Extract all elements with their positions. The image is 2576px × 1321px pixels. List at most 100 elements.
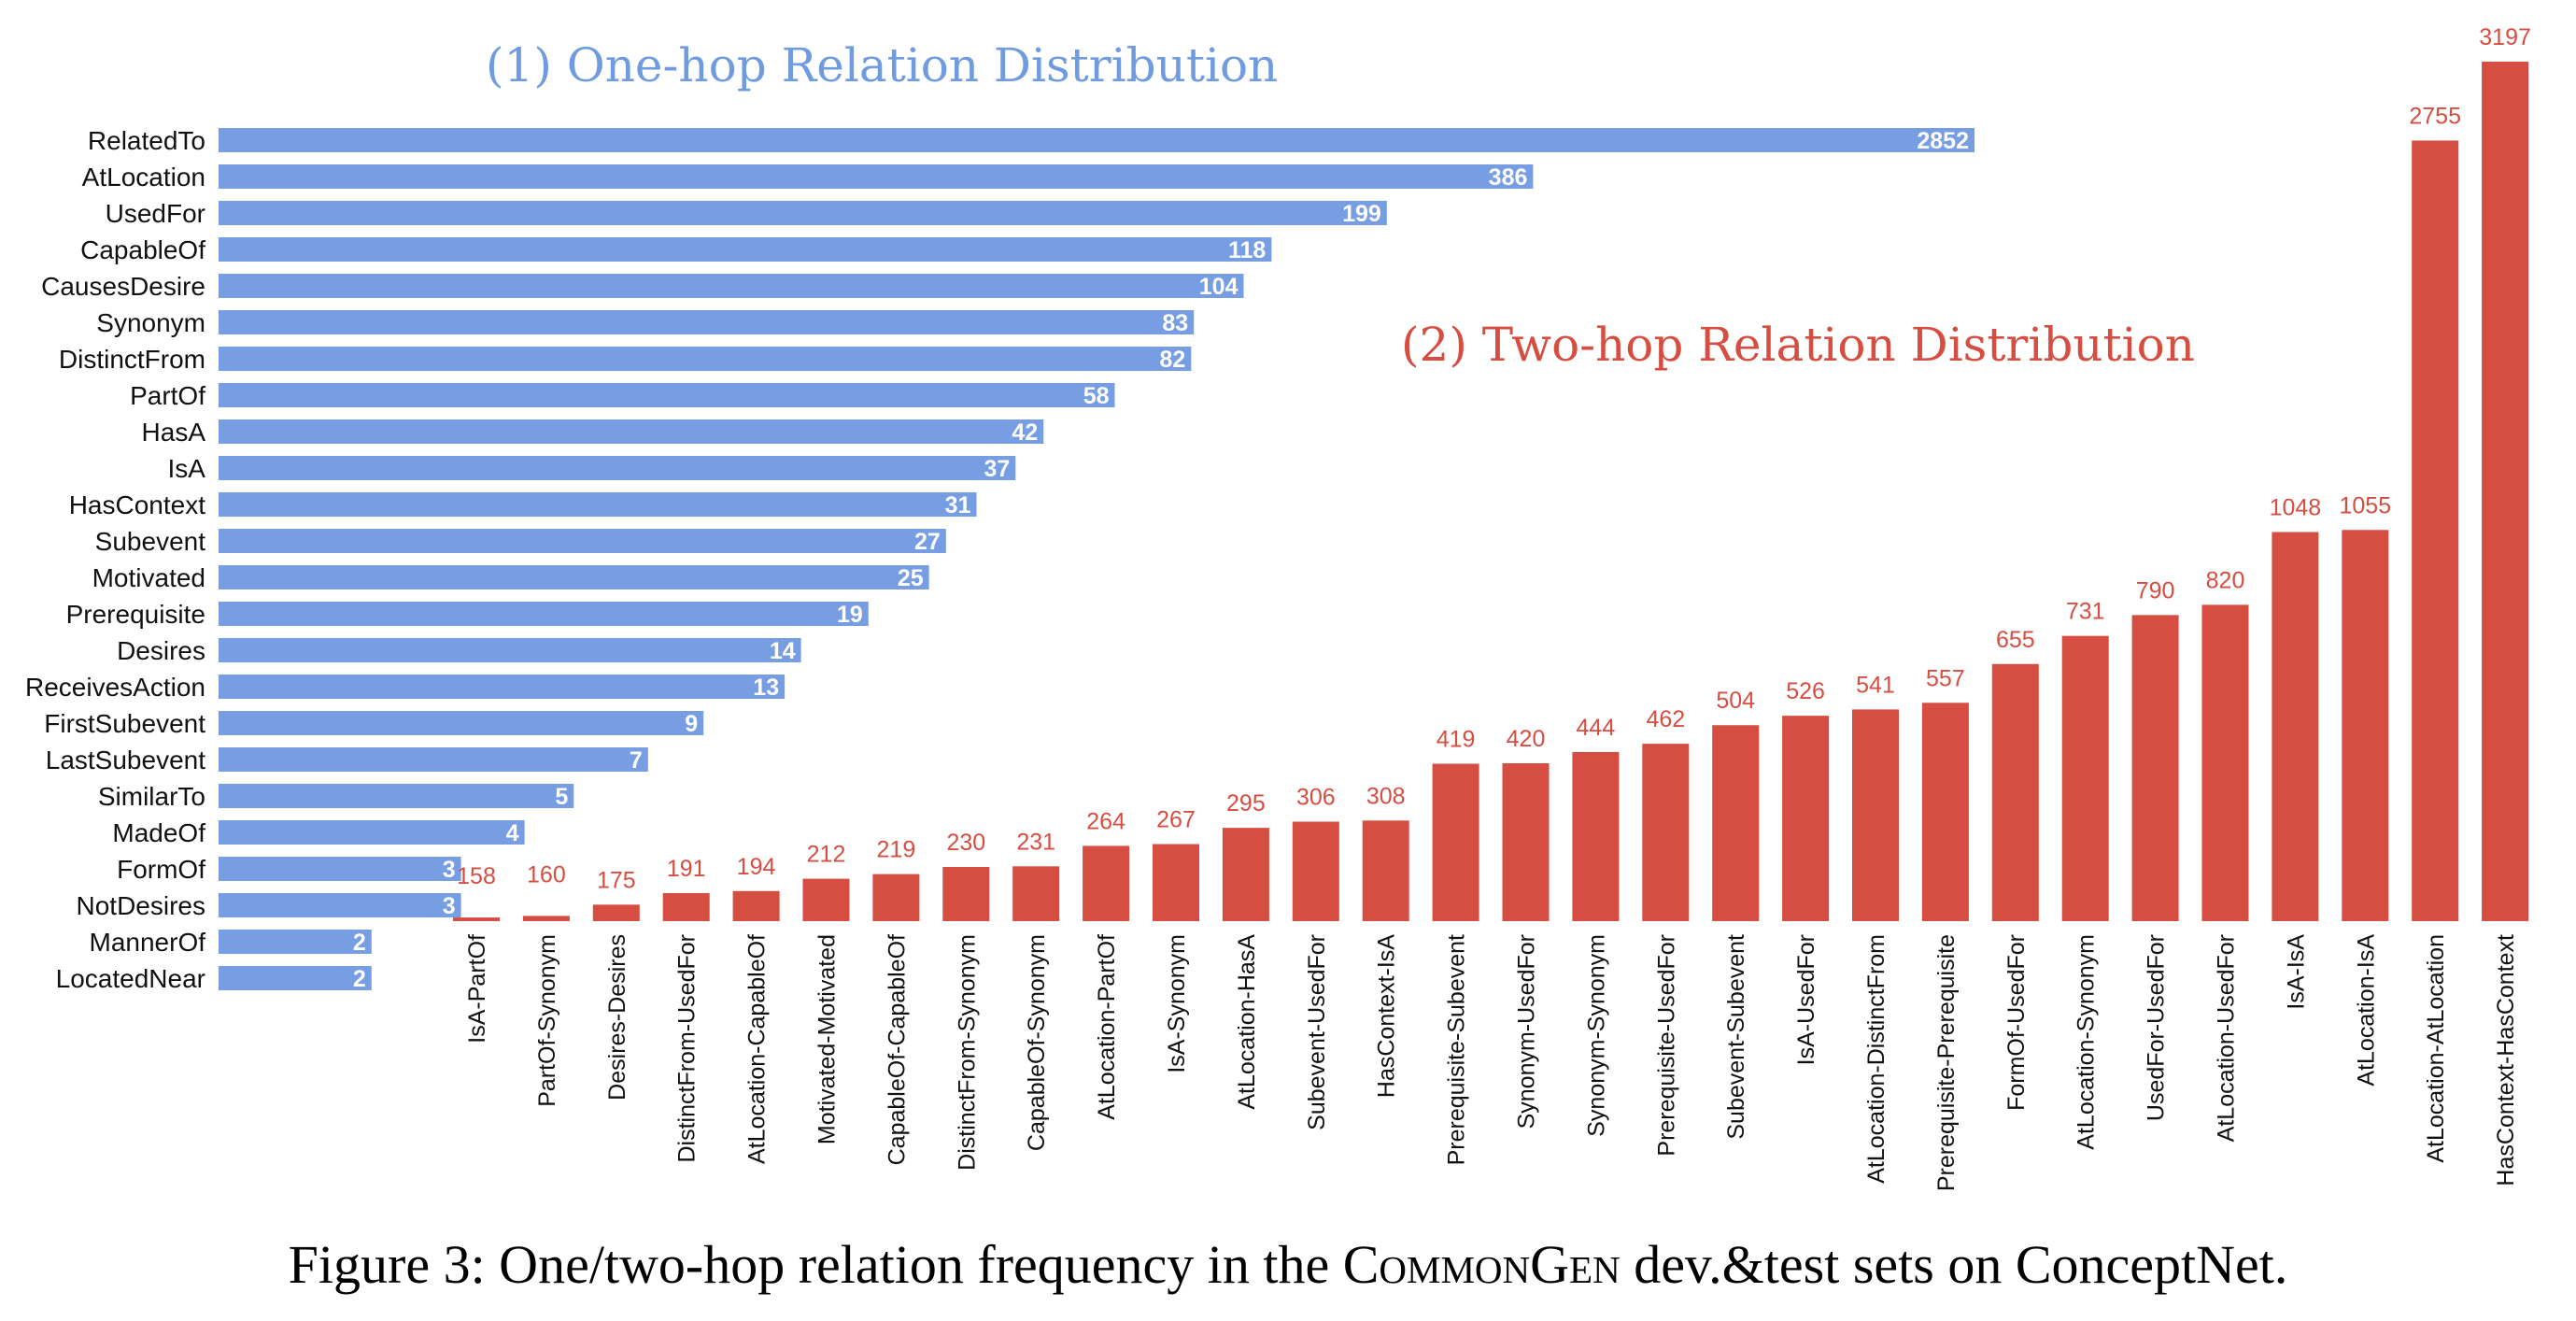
one-hop-value-madeof: 4 — [506, 820, 519, 846]
one-hop-label-distinctfrom: DistinctFrom — [59, 345, 205, 374]
one-hop-bar-madeof — [219, 820, 525, 845]
one-hop-label-notdesires: NotDesires — [77, 891, 205, 920]
one-hop-bar-subevent — [219, 529, 946, 553]
two-hop-value-synonym-usedfor: 420 — [1507, 726, 1546, 752]
two-hop-bar-isa-synonym — [1153, 844, 1199, 921]
two-hop-value-atlocation-capableof: 194 — [737, 854, 776, 880]
one-hop-label-partof: PartOf — [130, 381, 205, 410]
two-hop-bar-motivated-motivated — [802, 878, 850, 921]
one-hop-label-desires: Desires — [117, 636, 205, 665]
one-hop-label-firstsubevent: FirstSubevent — [44, 709, 205, 738]
two-hop-bar-capableof-synonym — [1012, 866, 1060, 921]
two-hop-bar-atlocation-usedfor — [2201, 604, 2249, 921]
one-hop-value-distinctfrom: 82 — [1160, 347, 1186, 373]
two-hop-label-atlocation-partof: AtLocation-PartOf — [1094, 934, 1120, 1120]
one-hop-value-receivesaction: 13 — [753, 675, 779, 701]
two-hop-label-synonym-synonym: Synonym-Synonym — [1583, 934, 1609, 1137]
two-hop-bar-atlocation-distinctfrom — [1852, 709, 1899, 921]
two-hop-label-atlocation-capableof: AtLocation-CapableOf — [744, 934, 771, 1164]
one-hop-bar-desires — [219, 638, 801, 662]
one-hop-value-capableof: 118 — [1228, 237, 1266, 263]
two-hop-value-capableof-capableof: 219 — [877, 837, 916, 863]
two-hop-bar-hascontext-isa — [1362, 820, 1409, 921]
one-hop-bar-relatedto — [219, 128, 1974, 152]
one-hop-value-atlocation: 386 — [1489, 164, 1528, 191]
two-hop-label-capableof-synonym: CapableOf-Synonym — [1024, 934, 1050, 1151]
one-hop-chart-title: (1) One-hop Relation Distribution — [486, 38, 1278, 92]
two-hop-value-atlocation-synonym: 731 — [2066, 599, 2105, 625]
one-hop-label-receivesaction: ReceivesAction — [25, 673, 205, 702]
one-hop-label-hasa: HasA — [142, 418, 206, 447]
two-hop-bar-formof-usedfor — [1991, 663, 2039, 921]
two-hop-value-usedfor-usedfor: 790 — [2136, 577, 2175, 604]
one-hop-label-similarto: SimilarTo — [98, 782, 205, 811]
two-hop-value-isa-usedfor: 526 — [1786, 678, 1825, 704]
two-hop-value-atlocation-hasa: 295 — [1226, 790, 1266, 817]
two-hop-bar-distinctfrom-synonym — [942, 866, 990, 921]
one-hop-label-atlocation: AtLocation — [82, 163, 205, 192]
one-hop-bar-locatednear — [219, 966, 372, 990]
two-hop-value-prerequisite-subevent: 419 — [1437, 726, 1476, 752]
one-hop-value-similarto: 5 — [555, 784, 568, 810]
two-hop-label-prerequisite-subevent: Prerequisite-Subevent — [1444, 934, 1470, 1165]
caption-dataset-name: CommonGen — [1342, 1234, 1621, 1295]
two-hop-label-prerequisite-prerequisite: Prerequisite-Prerequisite — [1933, 934, 1960, 1191]
one-hop-value-desires: 14 — [770, 638, 796, 664]
two-hop-bar-isa-isa — [2272, 532, 2319, 921]
one-hop-bar-usedfor — [219, 201, 1387, 225]
two-hop-bar-prerequisite-usedfor — [1642, 744, 1690, 921]
one-hop-value-partof: 58 — [1083, 383, 1110, 409]
one-hop-value-causesdesire: 104 — [1199, 274, 1238, 300]
two-hop-value-atlocation-usedfor: 820 — [2206, 567, 2245, 593]
two-hop-bar-usedfor-usedfor — [2131, 615, 2179, 921]
two-hop-value-distinctfrom-usedfor: 191 — [667, 856, 706, 882]
two-hop-value-formof-usedfor: 655 — [1996, 627, 2035, 653]
two-hop-bar-distinctfrom-usedfor — [662, 893, 710, 921]
two-hop-label-isa-isa: IsA-IsA — [2283, 934, 2309, 1010]
two-hop-value-motivated-motivated: 212 — [807, 842, 846, 868]
two-hop-bars: 158 IsA-PartOf 160 PartOf-Synonym 175 Desires… — [453, 24, 2531, 1191]
two-hop-label-prerequisite-usedfor: Prerequisite-UsedFor — [1653, 934, 1679, 1157]
two-hop-value-isa-partof: 158 — [457, 863, 496, 889]
one-hop-label-prerequisite: Prerequisite — [66, 600, 205, 629]
two-hop-bar-prerequisite-prerequisite — [1921, 703, 1969, 921]
two-hop-value-atlocation-atlocation: 2755 — [2409, 103, 2461, 129]
two-hop-label-isa-usedfor: IsA-UsedFor — [1793, 934, 1819, 1065]
one-hop-bar-causesdesire — [219, 274, 1244, 298]
one-hop-bar-lastsubevent — [219, 747, 648, 772]
one-hop-value-notdesires: 3 — [443, 893, 456, 919]
one-hop-label-capableof: CapableOf — [80, 235, 205, 264]
two-hop-value-atlocation-isa: 1055 — [2339, 492, 2391, 518]
one-hop-value-firstsubevent: 9 — [685, 711, 698, 737]
two-hop-label-isa-synonym: IsA-Synonym — [1164, 934, 1190, 1073]
two-hop-value-atlocation-partof: 264 — [1086, 808, 1125, 834]
one-hop-bar-isa — [219, 456, 1016, 480]
figure-caption: Figure 3: One/two-hop relation frequency… — [0, 1233, 2576, 1296]
caption-prefix: Figure 3: One/two-hop relation frequency… — [288, 1234, 1343, 1295]
one-hop-value-lastsubevent: 7 — [630, 747, 643, 774]
one-hop-label-hascontext: HasContext — [69, 490, 206, 519]
one-hop-label-madeof: MadeOf — [112, 818, 205, 847]
one-hop-label-formof: FormOf — [117, 855, 205, 884]
two-hop-value-synonym-synonym: 444 — [1577, 715, 1616, 741]
two-hop-label-isa-partof: IsA-PartOf — [464, 934, 490, 1044]
one-hop-bar-receivesaction — [219, 675, 786, 699]
two-hop-label-distinctfrom-usedfor: DistinctFrom-UsedFor — [674, 934, 701, 1162]
two-hop-chart-title: (2) Two-hop Relation Distribution — [1401, 318, 2195, 372]
one-hop-value-usedfor: 199 — [1342, 201, 1381, 227]
two-hop-value-capableof-synonym: 231 — [1016, 829, 1055, 855]
one-hop-label-isa: IsA — [168, 454, 206, 483]
one-hop-bar-atlocation — [219, 164, 1534, 189]
two-hop-label-atlocation-usedfor: AtLocation-UsedFor — [2214, 934, 2240, 1142]
two-hop-label-subevent-usedfor: Subevent-UsedFor — [1304, 934, 1330, 1130]
two-hop-value-desires-desires: 175 — [597, 867, 636, 893]
two-hop-bar-atlocation-hasa — [1222, 828, 1269, 921]
two-hop-value-atlocation-distinctfrom: 541 — [1856, 672, 1895, 698]
two-hop-label-partof-synonym: PartOf-Synonym — [534, 934, 560, 1107]
one-hop-bar-synonym — [219, 310, 1195, 334]
two-hop-label-formof-usedfor: FormOf-UsedFor — [2003, 934, 2030, 1111]
two-hop-value-subevent-subevent: 504 — [1716, 688, 1755, 714]
two-hop-label-atlocation-atlocation: AtLocation-AtLocation — [2423, 934, 2449, 1163]
one-hop-label-mannerof: MannerOf — [90, 928, 206, 957]
